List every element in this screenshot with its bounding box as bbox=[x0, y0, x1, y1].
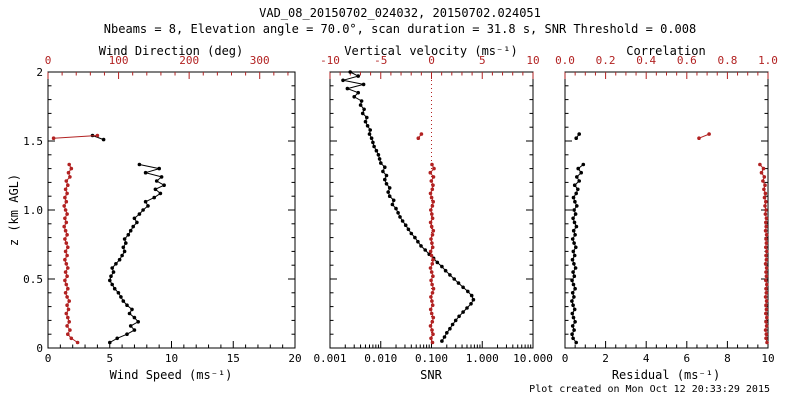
svg-text:1.0: 1.0 bbox=[758, 54, 778, 67]
series-correlation-upper bbox=[697, 132, 711, 140]
bottom-axis-title-wind-speed: Wind Speed (ms⁻¹) bbox=[109, 368, 233, 382]
svg-text:-10: -10 bbox=[320, 54, 340, 67]
svg-text:5: 5 bbox=[106, 352, 113, 365]
svg-text:4: 4 bbox=[643, 352, 650, 365]
bottom-axis-title-residual: Residual (ms⁻¹) bbox=[611, 368, 721, 382]
svg-text:-5: -5 bbox=[374, 54, 387, 67]
series-snr bbox=[341, 70, 476, 343]
svg-text:2: 2 bbox=[602, 352, 609, 365]
svg-text:0: 0 bbox=[45, 54, 52, 67]
y-axis-title: z (km AGL) bbox=[7, 173, 21, 247]
svg-text:200: 200 bbox=[179, 54, 199, 67]
svg-text:0.001: 0.001 bbox=[313, 352, 346, 365]
bottom-axis-title-snr: SNR bbox=[420, 368, 442, 382]
svg-text:0.4: 0.4 bbox=[636, 54, 656, 67]
svg-text:10: 10 bbox=[761, 352, 774, 365]
creation-timestamp: Plot created on Mon Oct 12 20:33:29 2015 bbox=[529, 384, 770, 395]
svg-text:10.000: 10.000 bbox=[513, 352, 553, 365]
svg-text:0.2: 0.2 bbox=[596, 54, 616, 67]
svg-text:0.100: 0.100 bbox=[415, 352, 448, 365]
svg-text:0: 0 bbox=[36, 342, 43, 355]
svg-text:0.0: 0.0 bbox=[555, 54, 575, 67]
panel-frame bbox=[47, 71, 296, 349]
svg-text:300: 300 bbox=[250, 54, 270, 67]
svg-text:0.6: 0.6 bbox=[677, 54, 697, 67]
svg-text:10: 10 bbox=[526, 54, 539, 67]
top-axis-title-vertical-velocity: Vertical velocity (ms⁻¹) bbox=[344, 44, 518, 58]
svg-text:0.010: 0.010 bbox=[364, 352, 397, 365]
panel-2: 0.001 0.010 0.100 1.000 10.000 -10 -5 0 5 10 bbox=[313, 54, 552, 365]
series-vertical-velocity bbox=[428, 162, 436, 345]
svg-text:1.000: 1.000 bbox=[466, 352, 499, 365]
svg-text:15: 15 bbox=[227, 352, 240, 365]
svg-text:0: 0 bbox=[562, 352, 569, 365]
series-wind-speed bbox=[108, 162, 166, 345]
svg-text:20: 20 bbox=[288, 352, 301, 365]
series-residual-upper bbox=[574, 132, 581, 140]
svg-text:0.8: 0.8 bbox=[717, 54, 737, 67]
svg-text:0: 0 bbox=[45, 352, 52, 365]
panel-frame bbox=[564, 71, 769, 349]
series-wind-direction-upper bbox=[51, 133, 100, 140]
svg-text:5: 5 bbox=[479, 54, 486, 67]
svg-text:6: 6 bbox=[683, 352, 690, 365]
svg-text:8: 8 bbox=[724, 352, 731, 365]
svg-text:0.5: 0.5 bbox=[23, 273, 43, 286]
top-axis-title-wind-direction: Wind Direction (deg) bbox=[98, 44, 244, 58]
top-axis-title-correlation: Correlation bbox=[626, 44, 706, 58]
plot-title: VAD_08_20150702_024032, 20150702.024051 bbox=[259, 6, 541, 20]
series-vertical-velocity-upper bbox=[416, 132, 424, 140]
series-wind-direction bbox=[62, 162, 80, 345]
panel-3: 0 2 4 6 8 10 0.0 0.2 0.4 0.6 0.8 1.0 bbox=[555, 54, 778, 365]
svg-text:100: 100 bbox=[109, 54, 129, 67]
svg-text:0: 0 bbox=[428, 54, 435, 67]
series-correlation bbox=[758, 162, 769, 345]
series-residual bbox=[570, 162, 586, 345]
plot-subtitle: Nbeams = 8, Elevation angle = 70.0°, sca… bbox=[103, 22, 697, 36]
svg-text:10: 10 bbox=[165, 352, 178, 365]
svg-text:1.0: 1.0 bbox=[23, 204, 43, 217]
svg-text:2: 2 bbox=[36, 66, 43, 79]
svg-text:1.5: 1.5 bbox=[23, 135, 43, 148]
